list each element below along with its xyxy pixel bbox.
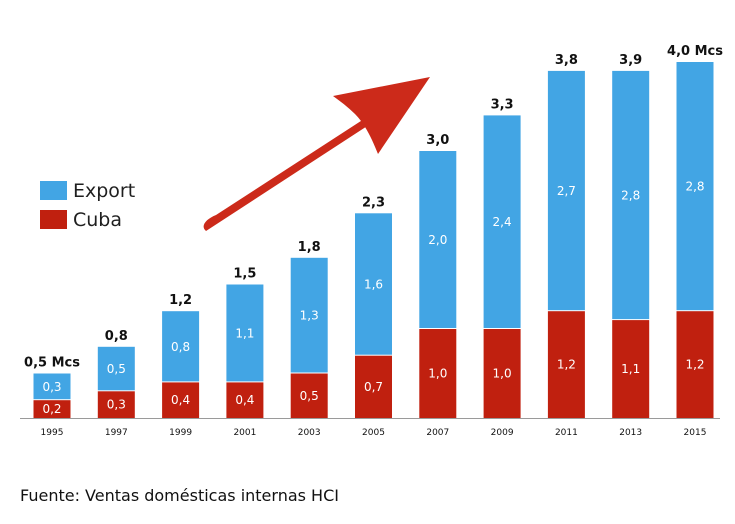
legend: Export Cuba [40, 180, 135, 231]
x-tick-2013: 2013 [619, 428, 642, 438]
bar-export-1997 [97, 346, 135, 391]
label-cuba-2011: 1,2 [557, 358, 576, 372]
bar-export-2007 [419, 151, 457, 328]
x-tick-2009: 2009 [491, 428, 514, 438]
label-cuba-2003: 0,5 [300, 389, 319, 403]
bar-export-2015 [676, 62, 714, 311]
arrow-head [333, 77, 430, 154]
bar-cuba-2005 [355, 355, 392, 418]
x-tick-2003: 2003 [298, 428, 321, 438]
bar-cuba-2015 [676, 311, 714, 418]
bar-cuba-1999 [162, 382, 200, 418]
label-export-2003: 1,3 [300, 309, 319, 323]
x-tick-2007: 2007 [426, 428, 449, 438]
bar-cuba-2007 [419, 329, 457, 418]
label-export-2007: 2,0 [428, 233, 447, 247]
bar-export-2003 [290, 257, 328, 373]
bar-cuba-1995 [33, 400, 71, 418]
label-cuba-1999: 0,4 [171, 393, 190, 407]
x-axis: 1995 1997 1999 2001 2003 2005 2007 2009 2011 2013… [20, 418, 720, 438]
x-tick-1999: 1999 [169, 428, 192, 438]
bar-export-1999 [162, 311, 200, 382]
label-export-1995: 0,3 [42, 380, 61, 394]
total-label-2001: 1,5 [233, 267, 256, 282]
bar-export-1995 [33, 373, 71, 400]
trend-arrow-annotation [203, 77, 430, 231]
bars-layer [33, 62, 714, 418]
stacked-bar-chart: 0,2 0,3 0,5 Mcs 0,3 0,5 0,8 0,4 0,8 1,2 0,4 1,1 1,5… [20, 44, 723, 438]
label-cuba-2009: 1,0 [493, 367, 512, 381]
x-tick-1995: 1995 [41, 428, 64, 438]
bar-export-2005 [355, 213, 392, 355]
total-label-1997: 0,8 [105, 329, 128, 344]
labels-layer: 0,2 0,3 0,5 Mcs 0,3 0,5 0,8 0,4 0,8 1,2 0,4 1,1 1,5… [24, 44, 723, 416]
legend-swatch-cuba [40, 210, 67, 229]
arrow-shaft [203, 116, 378, 231]
label-cuba-2015: 1,2 [685, 358, 704, 372]
label-cuba-2001: 0,4 [235, 393, 254, 407]
total-label-2009: 3,3 [491, 97, 514, 112]
label-cuba-2007: 1,0 [428, 367, 447, 381]
bar-export-2001 [226, 284, 264, 382]
total-label-2003: 1,8 [298, 240, 321, 255]
total-label-2007: 3,0 [426, 133, 449, 148]
bar-cuba-2001 [226, 382, 264, 418]
total-label-2015: 4,0 Mcs [667, 44, 723, 59]
bar-export-2011 [547, 70, 585, 311]
bar-cuba-2009 [483, 329, 521, 418]
x-tick-2011: 2011 [555, 428, 578, 438]
label-export-1997: 0,5 [107, 362, 126, 376]
label-export-1999: 0,8 [171, 340, 190, 354]
legend-label-export: Export [73, 180, 135, 202]
legend-label-cuba: Cuba [73, 209, 122, 231]
bar-cuba-2003 [290, 373, 328, 418]
bar-export-2009 [483, 115, 521, 329]
label-export-2009: 2,4 [493, 215, 512, 229]
source-note: Fuente: Ventas domésticas internas HCI [20, 486, 339, 505]
label-cuba-1997: 0,3 [107, 398, 126, 412]
bar-export-2013 [612, 70, 650, 320]
label-cuba-2005: 0,7 [364, 380, 383, 394]
bar-cuba-2013 [612, 320, 650, 418]
legend-swatch-export [40, 181, 67, 200]
x-tick-2005: 2005 [362, 428, 385, 438]
label-export-2015: 2,8 [685, 180, 704, 194]
label-export-2005: 1,6 [364, 278, 383, 292]
bar-cuba-1997 [97, 391, 135, 418]
x-tick-2001: 2001 [233, 428, 256, 438]
total-label-1999: 1,2 [169, 293, 192, 308]
x-tick-2015: 2015 [684, 428, 707, 438]
total-label-1995: 0,5 Mcs [24, 356, 80, 371]
label-export-2001: 1,1 [235, 326, 254, 340]
label-cuba-2013: 1,1 [621, 362, 640, 376]
x-tick-1997: 1997 [105, 428, 128, 438]
total-label-2013: 3,9 [619, 53, 642, 68]
label-export-2011: 2,7 [557, 184, 576, 198]
label-cuba-1995: 0,2 [42, 402, 61, 416]
label-export-2013: 2,8 [621, 189, 640, 203]
total-label-2005: 2,3 [362, 195, 385, 210]
total-label-2011: 3,8 [555, 53, 578, 68]
bar-cuba-2011 [547, 311, 585, 418]
